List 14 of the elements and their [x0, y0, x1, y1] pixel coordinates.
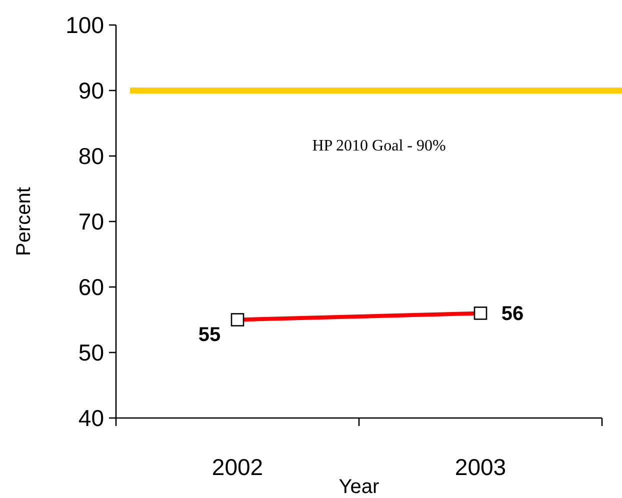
y-tick-label: 80	[78, 143, 104, 169]
y-tick-label: 70	[78, 208, 104, 234]
y-tick-label: 50	[78, 340, 104, 366]
x-axis-title: Year	[338, 476, 380, 498]
y-tick-label: 40	[78, 405, 104, 431]
y-tick-label: 60	[78, 274, 104, 300]
ref-line-label: HP 2010 Goal - 90%	[312, 138, 446, 154]
y-tick-label: 90	[78, 78, 104, 104]
x-tick-label: 2003	[454, 454, 506, 480]
x-tick-label: 2002	[212, 454, 264, 480]
y-tick-label: 100	[66, 12, 104, 38]
data-label: 55	[198, 324, 221, 346]
data-label: 56	[501, 303, 524, 326]
y-axis-title: Percent	[13, 186, 35, 256]
